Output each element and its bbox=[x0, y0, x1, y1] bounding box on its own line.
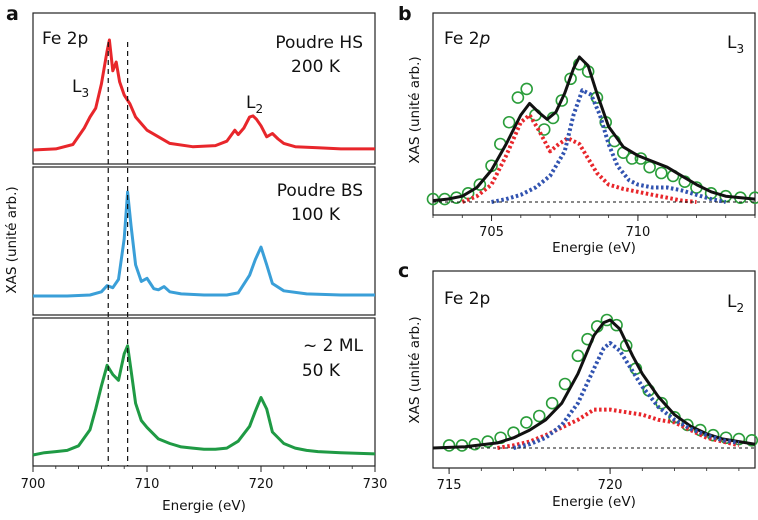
plot-frame bbox=[432, 270, 756, 469]
element-label: Fe 2p bbox=[444, 289, 490, 309]
plot-frame bbox=[432, 12, 756, 216]
sample-label: Poudre HS bbox=[275, 33, 363, 53]
data-point bbox=[558, 377, 572, 391]
fit-line bbox=[432, 318, 756, 450]
x-tick-label: 710 bbox=[625, 225, 650, 240]
data-point bbox=[655, 166, 668, 180]
edge-label-l2: L2 bbox=[246, 93, 263, 116]
edge-label: L2 bbox=[727, 292, 744, 315]
data-point bbox=[473, 178, 487, 191]
data-point bbox=[745, 434, 758, 447]
panel-letter-b: b bbox=[398, 3, 412, 25]
panel-c-plot: Fe 2p L2 715720725 bbox=[432, 270, 758, 493]
data-point bbox=[610, 318, 623, 332]
data-point bbox=[520, 416, 533, 429]
y-axis-label: XAS (unité arb.) bbox=[4, 186, 20, 293]
data-point bbox=[442, 439, 456, 452]
data-point bbox=[545, 396, 559, 410]
data-point bbox=[555, 94, 569, 107]
subplot-frame bbox=[32, 317, 376, 467]
edge-label-l3: L3 bbox=[72, 77, 89, 100]
panel-letter-c: c bbox=[398, 260, 409, 282]
panel-a-subplot-ml: ~ 2 ML 50 K bbox=[32, 317, 376, 467]
edge-label: L3 bbox=[727, 33, 744, 56]
panel-a-subplot-bs: Poudre BS 100 K bbox=[32, 166, 376, 316]
series-line bbox=[32, 344, 376, 457]
x-axis-label: Energie (eV) bbox=[552, 240, 636, 256]
x-tick-label: 705 bbox=[479, 225, 504, 240]
x-axis-label: Energie (eV) bbox=[162, 498, 246, 514]
subplot-frame bbox=[32, 166, 376, 316]
element-label: Fe 2p bbox=[42, 29, 88, 49]
data-point bbox=[532, 409, 546, 423]
sample-label: ~ 2 ML bbox=[303, 336, 364, 356]
x-tick-label: 715 bbox=[437, 478, 462, 493]
data-point bbox=[481, 435, 495, 448]
y-axis-label: XAS (unité arb.) bbox=[407, 316, 423, 423]
element-label: Fe 2p bbox=[444, 29, 491, 49]
x-axis-label: Energie (eV) bbox=[552, 494, 636, 510]
data-point bbox=[502, 115, 516, 129]
y-axis-label: XAS (unité arb.) bbox=[407, 56, 423, 163]
temperature-label: 200 K bbox=[291, 57, 341, 77]
data-point bbox=[571, 349, 585, 363]
panel-b-plot: Fe 2p L3 705 710 bbox=[426, 12, 758, 240]
panel-a-subplot-hs: Fe 2p Poudre HS 200 K L3 L2 bbox=[32, 12, 376, 165]
x-tick-label: 720 bbox=[249, 477, 274, 492]
x-tick-label: 720 bbox=[598, 478, 623, 493]
panel-a-x-axis: 700 710 720 730 bbox=[21, 466, 388, 492]
x-tick-label: 730 bbox=[363, 477, 388, 492]
fit-component bbox=[513, 341, 740, 450]
temperature-label: 100 K bbox=[291, 205, 341, 225]
series-line bbox=[32, 38, 375, 152]
data-point bbox=[520, 82, 533, 96]
data-point bbox=[511, 91, 525, 104]
fit-line bbox=[432, 55, 756, 203]
temperature-label: 50 K bbox=[302, 361, 341, 381]
data-point bbox=[600, 313, 614, 327]
series-line bbox=[33, 190, 375, 298]
subplot-frame bbox=[32, 12, 376, 165]
panel-letter-a: a bbox=[6, 3, 19, 25]
x-tick-label: 710 bbox=[135, 477, 160, 492]
x-tick-label: 700 bbox=[21, 477, 46, 492]
fit-component bbox=[497, 407, 740, 450]
sample-label: Poudre BS bbox=[277, 181, 363, 201]
